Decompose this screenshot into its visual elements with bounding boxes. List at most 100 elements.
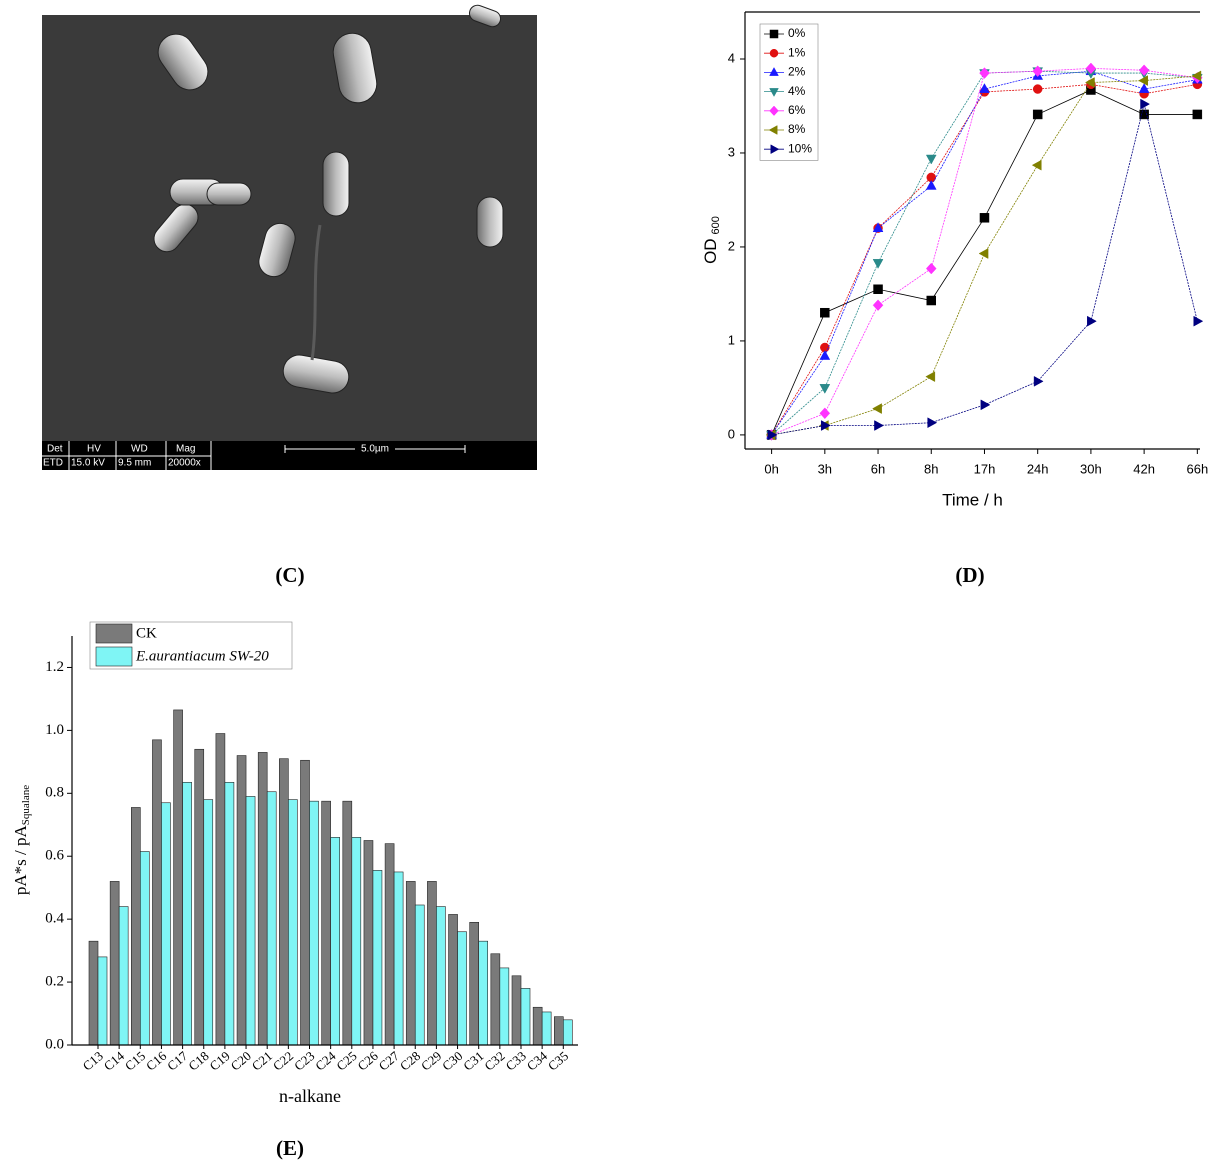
bar bbox=[131, 807, 141, 1046]
bar bbox=[469, 921, 480, 1046]
marker bbox=[872, 222, 884, 233]
sem-header: Det bbox=[47, 444, 63, 455]
bar bbox=[321, 800, 331, 1046]
bar bbox=[405, 881, 416, 1046]
legend-label: 2% bbox=[788, 65, 806, 79]
x-tick-label: 3h bbox=[818, 461, 832, 476]
alkane-chart: 0.00.20.40.60.81.01.2C13C14C15C16C17C18C… bbox=[11, 621, 578, 1106]
bar bbox=[532, 1006, 543, 1046]
marker bbox=[1191, 70, 1202, 82]
marker bbox=[925, 262, 937, 275]
bar bbox=[330, 837, 340, 1046]
y-tick-label: 3 bbox=[728, 144, 735, 159]
marker bbox=[980, 399, 991, 411]
marker bbox=[872, 403, 882, 414]
panel-label: (D) bbox=[955, 563, 984, 587]
bar bbox=[88, 940, 99, 1046]
marker bbox=[1138, 75, 1148, 86]
marker bbox=[925, 371, 936, 383]
x-tick-label: 42h bbox=[1133, 461, 1155, 476]
bar bbox=[236, 755, 247, 1046]
marker bbox=[979, 83, 990, 93]
y-tick-label: 0.4 bbox=[45, 911, 64, 927]
legend-swatch bbox=[95, 623, 133, 644]
y-label-sub: 600 bbox=[710, 216, 722, 234]
marker bbox=[1087, 315, 1097, 327]
legend-label: 1% bbox=[788, 45, 806, 59]
sem-header: HV bbox=[87, 444, 101, 455]
x-tick-label: 66h bbox=[1186, 461, 1208, 476]
bar bbox=[372, 870, 383, 1046]
marker bbox=[925, 179, 937, 190]
marker bbox=[769, 29, 779, 39]
x-tick-label: 6h bbox=[871, 461, 885, 476]
y-tick-label: 1.2 bbox=[45, 659, 64, 675]
x-tick-label: 30h bbox=[1080, 461, 1102, 476]
bar bbox=[490, 953, 501, 1046]
x-tick-label: 8h bbox=[924, 461, 938, 476]
marker bbox=[925, 154, 937, 165]
bar bbox=[300, 759, 310, 1046]
legend-swatch bbox=[95, 646, 133, 667]
y-tick-label: 0.2 bbox=[45, 974, 64, 990]
bar bbox=[553, 1016, 564, 1046]
bar bbox=[351, 837, 362, 1046]
bar bbox=[182, 781, 192, 1046]
scale-bar-label: 5.0µm bbox=[361, 444, 389, 455]
series-line bbox=[771, 89, 1198, 436]
panel-label: (C) bbox=[275, 563, 304, 587]
bar bbox=[499, 967, 510, 1046]
marker bbox=[1192, 109, 1203, 120]
marker bbox=[1032, 84, 1043, 94]
bar bbox=[257, 752, 268, 1046]
legend-label: 4% bbox=[788, 84, 806, 98]
marker bbox=[769, 67, 779, 76]
marker bbox=[819, 384, 831, 394]
x-tick-label: 17h bbox=[974, 461, 996, 476]
legend-label: 0% bbox=[788, 26, 806, 40]
panel-label: (E) bbox=[276, 1136, 304, 1160]
series-line bbox=[771, 104, 1198, 436]
y-tick-label: 1.0 bbox=[45, 722, 64, 738]
marker bbox=[872, 299, 884, 311]
sem-value: ETD bbox=[43, 458, 63, 469]
marker bbox=[926, 295, 937, 306]
bar bbox=[436, 906, 446, 1046]
marker bbox=[769, 48, 779, 58]
y-tick-label: 0.0 bbox=[45, 1036, 64, 1052]
sem-value: 20000x bbox=[168, 458, 201, 469]
bar bbox=[194, 748, 205, 1046]
bar bbox=[118, 906, 129, 1046]
y-label-sub: Squalane bbox=[20, 785, 32, 825]
bar bbox=[478, 940, 489, 1046]
bar bbox=[288, 799, 298, 1046]
y-label-main: pA*s / pA bbox=[11, 825, 30, 896]
bar bbox=[427, 881, 437, 1046]
x-axis-label: Time / h bbox=[942, 490, 1003, 509]
bar bbox=[215, 733, 226, 1046]
bar bbox=[109, 881, 120, 1046]
legend-label: CK bbox=[136, 625, 157, 641]
series-line bbox=[771, 83, 1198, 436]
y-tick-label: 4 bbox=[728, 50, 735, 65]
marker bbox=[819, 350, 831, 360]
bar bbox=[97, 956, 108, 1046]
bar bbox=[245, 796, 256, 1046]
bar bbox=[309, 800, 319, 1046]
marker bbox=[769, 88, 779, 97]
legend-label: E.aurantiacum SW-20 bbox=[135, 648, 269, 664]
bar bbox=[140, 851, 150, 1046]
marker bbox=[819, 407, 831, 420]
bar bbox=[363, 840, 374, 1046]
bar bbox=[541, 1011, 552, 1046]
marker bbox=[873, 284, 883, 294]
bar bbox=[224, 781, 235, 1046]
x-tick-label: C35 bbox=[545, 1048, 571, 1073]
y-tick-label: 0.6 bbox=[45, 848, 64, 864]
bar bbox=[203, 799, 214, 1046]
y-axis-label: OD 600 bbox=[701, 216, 721, 264]
bar bbox=[173, 709, 183, 1046]
legend-label: 6% bbox=[788, 103, 806, 117]
marker bbox=[979, 67, 990, 79]
